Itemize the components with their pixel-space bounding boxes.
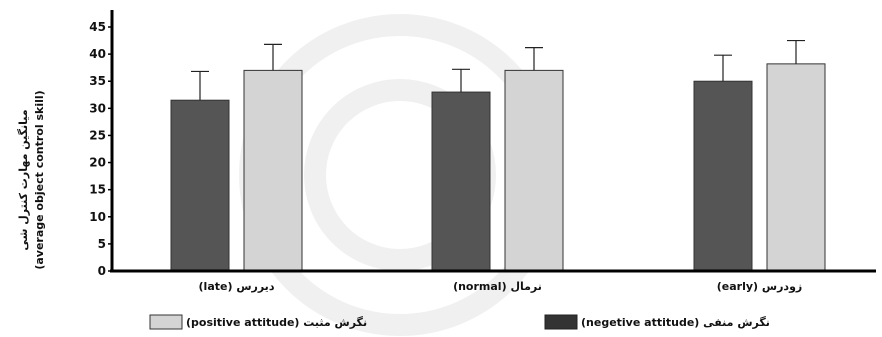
bars bbox=[170, 63, 826, 272]
legend-label-positive: (positive attitude) نگرش مثبت bbox=[186, 316, 367, 329]
y-tick-label: 0 bbox=[98, 264, 106, 278]
bar-positive-1 bbox=[504, 69, 564, 272]
y-axis-title-en: (average object control skill) bbox=[33, 90, 46, 269]
y-axis-ticks: 0 5 10 15 20 25 30 35 40 45 bbox=[89, 20, 113, 278]
bar-negative-1 bbox=[431, 91, 491, 272]
y-axis-title-fa: میانگین مهارت کنترل شی bbox=[17, 109, 30, 250]
legend: (positive attitude) نگرش مثبت (negetive … bbox=[149, 314, 770, 330]
y-tick-label: 25 bbox=[89, 128, 106, 142]
bar-positive-0 bbox=[243, 69, 303, 272]
x-category-label: (late) دیررس bbox=[199, 280, 275, 293]
bar-positive-2 bbox=[766, 63, 826, 272]
y-tick-label: 30 bbox=[89, 101, 106, 115]
legend-label-negative: (negetive attitude) نگرش منفی bbox=[581, 316, 770, 329]
y-tick-label: 20 bbox=[89, 156, 106, 170]
y-tick-label: 5 bbox=[98, 237, 106, 251]
y-tick-label: 35 bbox=[89, 74, 106, 88]
x-category-label: (early) زودرس bbox=[717, 280, 802, 293]
x-axis-labels: (late) دیررس (normal) نرمال (early) زودرس bbox=[199, 280, 803, 293]
x-category-label: (normal) نرمال bbox=[453, 280, 542, 293]
y-tick-label: 10 bbox=[89, 210, 106, 224]
error-bars bbox=[191, 39, 805, 101]
legend-swatch-negative bbox=[544, 314, 578, 330]
y-tick-label: 40 bbox=[89, 47, 106, 61]
legend-swatch-positive bbox=[149, 314, 183, 330]
bar-negative-0 bbox=[170, 99, 230, 272]
y-tick-label: 15 bbox=[89, 183, 106, 197]
bar-negative-2 bbox=[693, 80, 753, 272]
y-tick-label: 45 bbox=[89, 20, 106, 34]
